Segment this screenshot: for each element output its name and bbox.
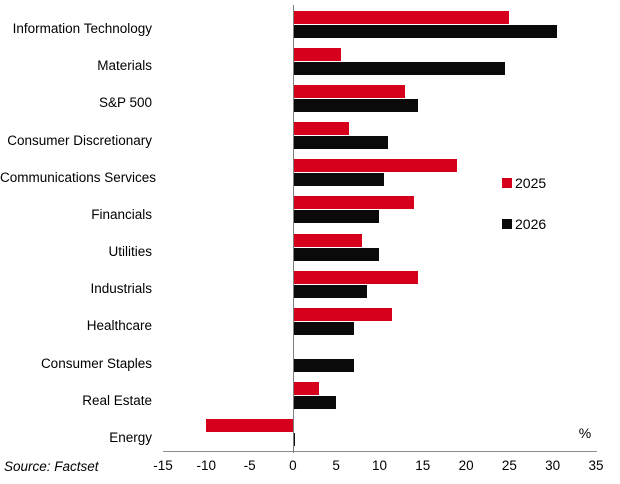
bar-2026 — [292, 173, 384, 187]
category-label: Materials — [97, 58, 152, 74]
bar-2026 — [292, 210, 380, 224]
category-label: Communications Services — [0, 169, 157, 185]
bar-2026 — [292, 433, 296, 447]
category-label: Consumer Discretionary — [7, 132, 152, 148]
x-tick-label: -5 — [243, 458, 256, 473]
zero-axis-line — [292, 5, 294, 453]
bar-2025 — [292, 270, 419, 284]
bar-2025 — [292, 159, 458, 173]
x-tick-label: 15 — [415, 458, 431, 473]
bar-2026 — [292, 396, 337, 410]
x-tick-label: 5 — [332, 458, 340, 473]
legend-item-2026: 2026 — [502, 216, 546, 232]
bar-2025 — [292, 47, 341, 61]
x-tick-label: -10 — [196, 458, 217, 473]
category-label: Utilities — [108, 244, 152, 259]
x-tick-label: 25 — [501, 458, 517, 473]
bar-2025 — [292, 10, 510, 24]
axis-unit-label: % — [578, 425, 592, 441]
bar-2025 — [292, 233, 363, 247]
bar-2026 — [292, 359, 354, 372]
category-label: Healthcare — [86, 318, 152, 334]
bar-2026 — [292, 61, 506, 75]
bar-2025 — [206, 419, 293, 433]
bar-2025 — [292, 382, 319, 396]
bar-2026 — [292, 284, 367, 298]
x-tick-label: 10 — [371, 458, 388, 473]
legend-label: 2025 — [515, 175, 547, 191]
source-note: Source: Factset — [4, 459, 99, 474]
x-axis-line — [163, 451, 597, 452]
bar-2026 — [292, 136, 389, 149]
bar-2025 — [292, 122, 350, 135]
category-label: Information Technology — [12, 21, 152, 36]
legend-swatch-icon — [502, 219, 512, 229]
bar-2026 — [292, 321, 354, 335]
bar-2026 — [292, 24, 558, 38]
category-label: Financials — [91, 206, 152, 222]
category-label: S&P 500 — [98, 95, 152, 111]
category-label: Energy — [109, 429, 152, 445]
category-label: Industrials — [90, 281, 152, 297]
bar-2025 — [292, 196, 415, 210]
bar-2025 — [292, 307, 393, 321]
x-tick-label: 35 — [588, 458, 604, 473]
bar-2026 — [292, 247, 380, 261]
legend-item-2025: 2025 — [502, 175, 546, 191]
x-tick-label: 0 — [289, 458, 297, 473]
category-label: Consumer Staples — [40, 355, 152, 371]
bar-2025 — [292, 84, 406, 98]
x-tick-label: 20 — [458, 458, 474, 473]
bar-2026 — [292, 98, 419, 112]
legend-swatch-icon — [502, 178, 512, 188]
legend-label: 2026 — [515, 216, 547, 232]
x-tick-label: -15 — [153, 458, 173, 473]
category-label: Real Estate — [82, 392, 152, 408]
x-tick-label: 30 — [545, 458, 561, 473]
